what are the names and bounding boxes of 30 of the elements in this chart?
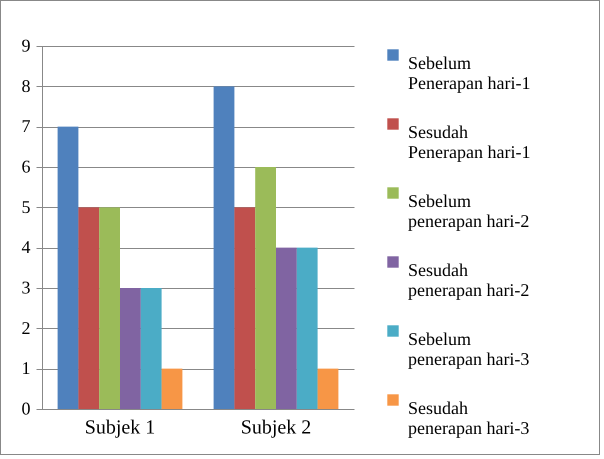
y-tick-label: 0 bbox=[22, 398, 30, 418]
bar bbox=[214, 86, 234, 409]
bar bbox=[162, 368, 182, 409]
bar bbox=[296, 248, 318, 409]
y-tick-label: 2 bbox=[22, 318, 30, 338]
bar bbox=[99, 207, 120, 409]
y-tick-label: 7 bbox=[22, 116, 30, 136]
x-tick-label: Subjek 1 bbox=[84, 416, 156, 438]
legend-label: Sesudah Penerapan hari-1 bbox=[408, 122, 530, 162]
bar bbox=[120, 288, 141, 409]
legend-label: Sesudah penerapan hari-3 bbox=[408, 398, 530, 438]
y-tick-label: 1 bbox=[22, 358, 30, 378]
bar bbox=[255, 167, 276, 409]
legend-label: Sebelum penerapan hari-2 bbox=[408, 191, 530, 231]
y-tick-label: 9 bbox=[22, 36, 30, 56]
y-tick-label: 3 bbox=[22, 278, 30, 298]
legend-label: Sesudah penerapan hari-2 bbox=[408, 260, 530, 300]
y-tick-label: 6 bbox=[22, 156, 30, 176]
bar bbox=[78, 207, 100, 409]
bar bbox=[276, 248, 297, 409]
x-tick-label: Subjek 2 bbox=[240, 416, 312, 438]
legend-label: Sebelum penerapan hari-3 bbox=[408, 329, 530, 369]
bar bbox=[58, 126, 78, 409]
y-tick-label: 4 bbox=[22, 237, 30, 258]
y-tick-label: 5 bbox=[22, 196, 30, 217]
bar bbox=[140, 288, 162, 409]
legend-label: Sebelum Penerapan hari-1 bbox=[408, 53, 530, 93]
bar bbox=[318, 368, 338, 409]
bar bbox=[234, 207, 256, 409]
y-tick-label: 8 bbox=[22, 76, 30, 96]
